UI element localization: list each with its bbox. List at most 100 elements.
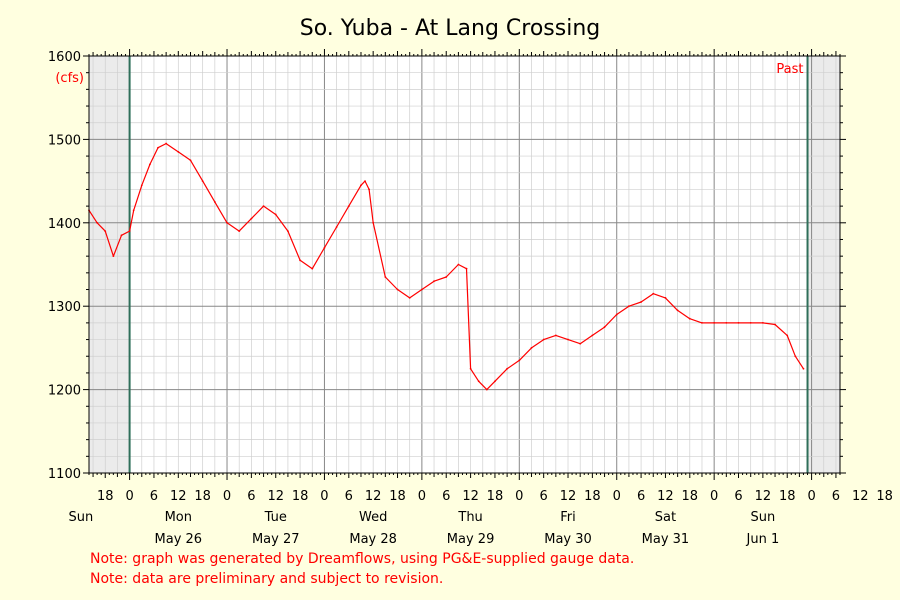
data-point	[157, 146, 159, 149]
data-point	[506, 367, 509, 370]
data-point	[347, 205, 350, 208]
x-tick-label: 12	[365, 489, 382, 504]
data-point	[213, 201, 216, 203]
x-tick-label: 18	[584, 489, 601, 504]
data-point	[96, 221, 99, 224]
data-point	[384, 276, 387, 278]
x-tick-label: 18	[682, 489, 699, 504]
data-point	[262, 205, 265, 208]
plot-area	[89, 56, 840, 473]
data-point	[148, 163, 151, 166]
note-line-1: Note: graph was generated by Dreamflows,…	[90, 551, 635, 567]
x-tick-label: 0	[223, 489, 231, 504]
x-tick-label: 0	[125, 489, 133, 504]
x-tick-label: 6	[345, 489, 353, 504]
data-point	[299, 259, 301, 262]
data-point	[457, 263, 460, 266]
data-point	[368, 188, 371, 191]
x-tick-label: 0	[807, 489, 815, 504]
data-point	[518, 359, 521, 362]
data-point	[112, 255, 115, 258]
x-tick-label: 18	[779, 489, 796, 504]
x-tick-label: 18	[876, 489, 893, 504]
data-point	[802, 367, 805, 370]
data-point	[713, 321, 716, 324]
data-point	[664, 296, 667, 299]
y-tick-label: 1600	[48, 50, 81, 65]
data-point	[360, 184, 362, 187]
x-tick-label: 6	[442, 489, 450, 504]
data-point	[323, 246, 326, 249]
x-tick-label: 6	[832, 489, 840, 504]
data-point	[628, 305, 630, 308]
data-point	[615, 313, 618, 316]
data-point	[420, 288, 423, 291]
data-point	[749, 321, 752, 324]
data-point	[786, 334, 789, 337]
data-point	[335, 226, 338, 228]
shaded-region-left	[89, 56, 130, 473]
data-point	[274, 213, 277, 216]
data-point	[408, 296, 411, 299]
x-tick-label: 12	[852, 489, 869, 504]
date-label: May 28	[349, 532, 397, 547]
data-point	[311, 267, 314, 270]
data-point	[201, 180, 204, 183]
x-tick-label: 6	[637, 489, 645, 504]
past-label: Past	[776, 62, 803, 77]
data-point	[465, 267, 468, 270]
x-tick-label: 0	[613, 489, 621, 504]
data-point	[364, 180, 366, 183]
x-tick-label: 18	[292, 489, 309, 504]
data-point	[676, 309, 679, 312]
chart-title: So. Yuba - At Lang Crossing	[300, 16, 601, 41]
data-point	[701, 321, 703, 324]
x-tick-label: 0	[515, 489, 523, 504]
day-label: Sun	[69, 510, 94, 525]
x-tick-label: 0	[320, 489, 328, 504]
data-point	[737, 321, 740, 324]
x-tick-label: 0	[710, 489, 718, 504]
data-point	[104, 230, 107, 233]
x-tick-label: 0	[418, 489, 426, 504]
data-point	[794, 355, 797, 358]
data-point	[591, 334, 594, 337]
day-label: Sat	[655, 510, 676, 525]
data-point	[226, 221, 228, 224]
data-point	[652, 292, 655, 295]
data-point	[761, 321, 764, 324]
y-tick-label: 1400	[48, 217, 81, 232]
data-point	[477, 380, 480, 383]
x-tick-label: 18	[487, 489, 504, 504]
note-line-2: Note: data are preliminary and subject t…	[90, 571, 444, 587]
date-label: May 30	[544, 532, 592, 547]
data-point	[640, 301, 642, 303]
x-tick-label: 12	[755, 489, 772, 504]
date-label: May 27	[252, 532, 300, 547]
data-point	[688, 317, 691, 320]
data-point	[603, 326, 606, 328]
data-point	[485, 388, 488, 391]
day-label: Thu	[457, 510, 482, 525]
data-point	[177, 151, 180, 153]
data-point	[140, 184, 143, 187]
x-tick-label: 6	[150, 489, 158, 504]
x-tick-label: 12	[462, 489, 479, 504]
data-point	[542, 338, 545, 341]
x-tick-label: 18	[97, 489, 114, 504]
x-tick-label: 6	[540, 489, 548, 504]
x-tick-label: 12	[170, 489, 187, 504]
y-axis-unit: (cfs)	[55, 71, 84, 86]
data-point	[445, 276, 448, 278]
data-point	[165, 142, 168, 145]
data-point	[250, 217, 253, 220]
x-tick-label: 6	[734, 489, 742, 504]
day-label: Mon	[165, 510, 192, 525]
data-point	[120, 234, 123, 237]
date-label: May 26	[155, 532, 203, 547]
data-point	[530, 347, 533, 349]
data-point	[567, 338, 569, 341]
day-label: Sun	[751, 510, 776, 525]
data-point	[433, 280, 435, 283]
data-point	[725, 321, 728, 324]
